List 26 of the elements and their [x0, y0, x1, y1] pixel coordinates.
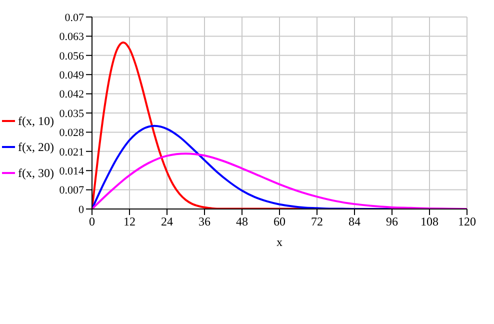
legend-label: f(x, 30): [18, 166, 54, 180]
x-tick-label: 48: [236, 214, 248, 229]
legend-label: f(x, 10): [18, 114, 54, 128]
y-tick-label: 0.07: [64, 12, 84, 24]
x-tick-label: 72: [311, 214, 323, 229]
y-tick-label: 0.028: [59, 127, 84, 140]
y-tick-label: 0.007: [59, 184, 84, 197]
y-tick-label: 0.042: [59, 88, 84, 101]
y-tick-label: 0.049: [59, 70, 84, 82]
x-tick-label: 108: [420, 214, 438, 229]
y-tick-label: 0.063: [59, 31, 84, 44]
x-tick-label: 96: [386, 214, 398, 229]
x-tick-label: 36: [198, 214, 210, 229]
legend-label: f(x, 20): [18, 140, 54, 154]
x-tick-label: 0: [89, 214, 95, 229]
y-tick-label: 0.014: [59, 166, 84, 178]
y-tick-label: 0.056: [59, 50, 84, 62]
x-tick-label: 84: [348, 214, 360, 229]
y-tick-label: 0: [78, 204, 84, 216]
x-axis-title: x: [276, 235, 282, 249]
y-tick-label: 0.035: [59, 108, 84, 120]
y-tick-label: 0.021: [59, 146, 84, 158]
x-tick-label: 60: [274, 214, 286, 229]
x-tick-label: 120: [458, 214, 476, 229]
x-tick-label: 24: [161, 214, 173, 229]
x-tick-label: 12: [124, 214, 136, 229]
